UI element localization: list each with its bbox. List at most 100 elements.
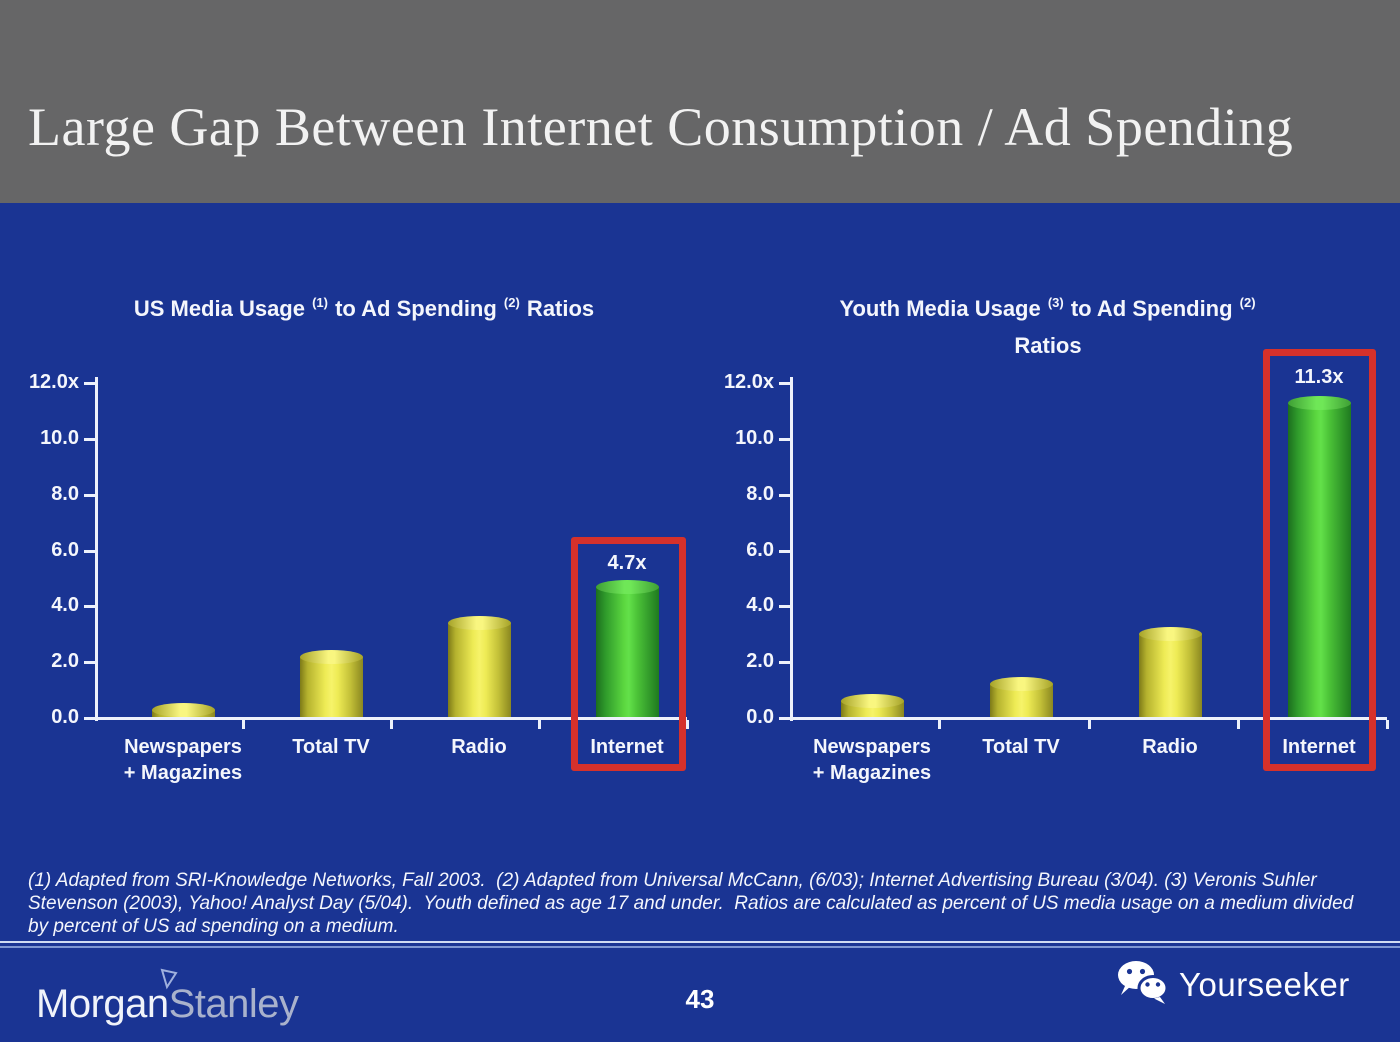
x-axis-line — [95, 717, 687, 720]
y-tick-mark — [84, 493, 95, 497]
y-tick-mark — [84, 605, 95, 609]
y-axis-line — [790, 377, 793, 721]
y-tick-label: 6.0 — [746, 538, 774, 561]
y-tick-label: 10.0 — [735, 426, 774, 449]
slide-header-band: Large Gap Between Internet Consumption /… — [0, 0, 1400, 203]
x-axis-label-newspapers-magazines: Newspapers + Magazines — [787, 734, 957, 786]
footer-divider-line-bottom — [0, 946, 1400, 948]
slide-title: Large Gap Between Internet Consumption /… — [28, 97, 1294, 157]
x-axis-label-line: Newspapers — [813, 736, 931, 758]
data-label-internet: 11.3x — [1294, 366, 1344, 388]
x-axis-label-line: Radio — [451, 736, 507, 758]
x-axis-label-line: Internet — [1282, 736, 1356, 758]
yourseeker-label: Yourseeker — [1179, 966, 1350, 1003]
chart-title-line: US Media Usage (1) to Ad Spending (2) Ra… — [44, 292, 684, 329]
y-tick-label: 8.0 — [746, 482, 774, 505]
y-tick-label: 2.0 — [51, 650, 79, 673]
x-axis-label-newspapers-magazines: Newspapers + Magazines — [98, 734, 268, 786]
y-tick-mark — [779, 382, 790, 385]
morgan-stanley-word1: Morgan — [36, 982, 169, 1026]
x-axis-label-total-tv: Total TV — [936, 734, 1106, 760]
x-tick-mark — [1236, 720, 1240, 729]
y-tick-mark — [84, 661, 95, 665]
y-tick-label: 2.0 — [746, 650, 774, 673]
y-tick-label: 12.0x — [723, 371, 774, 393]
morgan-stanley-word2: Stanley — [168, 982, 299, 1026]
x-axis-label-line: Internet — [590, 736, 664, 758]
y-tick-label: 0.0 — [746, 706, 774, 728]
footnote-marker: (3) — [1047, 295, 1064, 310]
highlight-box-internet — [571, 537, 686, 771]
y-tick-label: 12.0x — [28, 371, 79, 393]
bar-internet — [595, 580, 659, 718]
bar-total-tv — [989, 677, 1053, 718]
footnote-text: (1) Adapted from SRI-Knowledge Networks,… — [28, 870, 1359, 937]
x-axis-label-line: + Magazines — [123, 762, 243, 784]
x-axis-label-radio: Radio — [1085, 734, 1255, 760]
chart-title-text: Ratios — [520, 296, 595, 321]
bar-internet — [1287, 396, 1351, 718]
y-axis-line — [95, 377, 98, 721]
highlight-box-internet — [1263, 349, 1376, 771]
x-tick-mark — [538, 720, 541, 729]
bar-newspapers-magazines — [840, 694, 904, 718]
footnote-marker: (2) — [1239, 295, 1256, 310]
y-tick-label: 4.0 — [51, 594, 79, 617]
y-tick-label: 4.0 — [746, 594, 774, 617]
footnote-marker: (2) — [503, 295, 520, 310]
x-axis-label-line: Total TV — [982, 736, 1060, 758]
bar-radio — [1138, 627, 1202, 718]
y-tick-label: 0.0 — [51, 706, 79, 728]
y-tick-mark — [779, 549, 790, 553]
morgan-stanley-triangle-icon — [158, 968, 180, 995]
x-axis-label-line: Newspapers — [124, 736, 242, 758]
y-tick-mark — [779, 605, 790, 609]
x-tick-mark — [686, 720, 689, 729]
x-axis-label-radio: Radio — [394, 734, 564, 760]
y-tick-mark — [84, 549, 95, 553]
x-axis-line — [790, 717, 1387, 720]
footnote-marker: (1) — [312, 295, 328, 310]
y-tick-mark — [779, 493, 790, 497]
x-axis-label-line: Radio — [1142, 736, 1198, 758]
page-number: 43 — [685, 984, 715, 1014]
y-tick-mark — [84, 382, 95, 385]
y-tick-mark — [779, 717, 790, 720]
chart-title-line: Ratios — [758, 329, 1338, 363]
chart-title-0: US Media Usage (1) to Ad Spending (2) Ra… — [44, 292, 684, 329]
chart-title-1: Youth Media Usage (3) to Ad Spending (2)… — [758, 292, 1338, 363]
bar-radio — [447, 616, 511, 718]
wechat-chat-bubbles-icon — [1117, 960, 1169, 1011]
y-tick-mark — [84, 437, 95, 441]
x-axis-label-internet: Internet — [542, 734, 712, 760]
x-tick-mark — [1087, 720, 1091, 729]
x-tick-mark — [938, 720, 942, 729]
x-tick-mark — [242, 720, 245, 729]
x-tick-mark — [1386, 720, 1389, 729]
data-label-internet: 4.7x — [607, 552, 647, 574]
chart-title-text: to Ad Spending — [328, 296, 503, 321]
x-axis-label-internet: Internet — [1234, 734, 1400, 760]
chart-title-text: Ratios — [1014, 333, 1082, 358]
chart-title-text: Youth Media Usage — [839, 296, 1047, 321]
x-axis-label-line: + Magazines — [812, 762, 932, 784]
yourseeker-logo: Yourseeker — [1117, 960, 1350, 1010]
y-tick-label: 6.0 — [51, 538, 79, 561]
y-tick-mark — [84, 717, 95, 720]
morgan-stanley-logo: MorganStanley — [36, 982, 299, 1027]
bar-newspapers-magazines — [151, 703, 215, 718]
chart-title-text: to Ad Spending — [1064, 296, 1239, 321]
y-tick-label: 10.0 — [40, 426, 79, 449]
x-axis-label-line: Total TV — [292, 736, 370, 758]
bar-total-tv — [299, 650, 363, 718]
y-tick-mark — [779, 437, 790, 441]
footer-divider-line-top — [0, 941, 1400, 943]
chart-title-line: Youth Media Usage (3) to Ad Spending (2) — [758, 292, 1338, 329]
y-tick-mark — [779, 661, 790, 665]
x-tick-mark — [390, 720, 393, 729]
chart-title-text: US Media Usage — [133, 296, 312, 321]
y-tick-label: 8.0 — [51, 482, 79, 505]
x-axis-label-total-tv: Total TV — [246, 734, 416, 760]
